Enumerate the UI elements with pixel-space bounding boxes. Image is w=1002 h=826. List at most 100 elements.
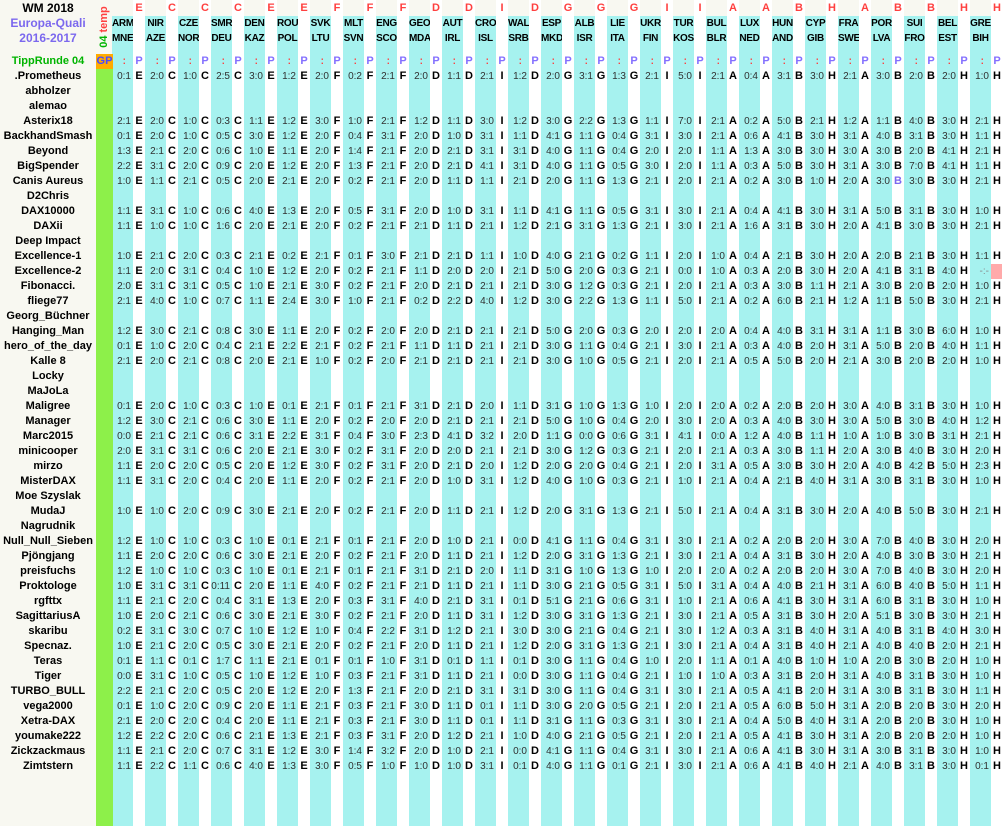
tip-group-letter-cell: B [925,624,937,639]
tip-score-cell: 0:8 [211,324,232,339]
tip-group-letter-cell [595,46,607,54]
tip-score-cell: 0:6 [211,549,232,564]
tip-group-letter-cell: E [265,324,277,339]
tip-score-cell: 4:1 [541,534,562,549]
tip-score-cell [145,189,166,204]
tip-group-letter-cell [133,309,145,324]
tip-score-cell: 3:1 [937,429,958,444]
tip-score-cell: 0:5 [739,729,760,744]
tip-group-letter-cell [727,99,739,114]
tip-group-letter-cell: F [397,429,409,444]
tip-score-cell [409,0,430,16]
tip-group-letter-cell [298,84,310,99]
filler [0,774,96,826]
tip-group-letter-cell: A [859,69,871,84]
tip-group-letter-cell [265,234,277,249]
tip-score-cell: 3:1 [376,594,397,609]
tip-group-letter-cell: E [265,174,277,189]
tip-score-cell: 2:0 [574,324,595,339]
tip-score-cell: 3:1 [838,729,859,744]
tip-score-cell [376,384,397,399]
tip-group-letter-cell: B [793,204,805,219]
tip-score-cell: 2:0 [475,564,496,579]
tip-group-letter-cell [892,489,904,504]
tip-score-cell: 4:0 [871,459,892,474]
tip-score-cell [607,369,628,384]
tip-score-cell: 2:1 [640,354,661,369]
tip-score-cell: 2:1 [706,639,727,654]
tip-score-cell: 1:3 [607,549,628,564]
tip-score-cell: 2:2 [442,294,463,309]
tip-group-letter-cell: I [661,459,673,474]
tip-score-cell [145,234,166,249]
tip-group-letter-cell [298,384,310,399]
tip-group-letter-cell [694,519,706,534]
player-name: DAX10000 [21,205,75,217]
tip-score-cell: 3:0 [178,624,199,639]
tip-score-cell: 2:0 [904,714,925,729]
tip-group-letter-cell: C [199,144,211,159]
tip-score-cell: 7:0 [904,159,925,174]
tip-group-letter-cell: A [859,444,871,459]
tip-group-letter-cell: C [166,474,178,489]
group-letter: E [133,0,145,16]
tip-score-cell: 4:0 [541,249,562,264]
tip-group-letter-cell [232,84,244,99]
tip-group-letter-cell: H [991,249,1002,264]
tip-score-cell: 3:0 [145,324,166,339]
tip-group-letter-cell: H [826,144,838,159]
tip-score-cell: 3:0 [937,474,958,489]
tip-score-cell: 4:0 [871,504,892,519]
tip-score-cell [805,189,826,204]
tip-score-cell: 4:0 [904,444,925,459]
home-team-code: POR [871,16,892,31]
tip-score-cell: 1:2 [508,459,529,474]
tip-score-cell: 4:1 [541,204,562,219]
tip-score-cell: 2:0 [673,279,694,294]
tip-group-letter-cell: F [397,339,409,354]
tip-group-letter-cell: H [826,564,838,579]
tip-group-letter-cell [760,84,772,99]
tip-group-letter-cell: A [760,744,772,759]
player-row: Proktologe 1:0 E 3:1 C 3:1 C 0:11 C 2:0 E 1:1 E 4:0 F 0… [0,579,1002,594]
player-name: Excellence-1 [14,250,82,262]
tip-group-letter-cell: G [628,609,640,624]
tip-score-cell [871,489,892,504]
tip-group-letter-cell: G [628,639,640,654]
tip-group-letter-cell: I [496,159,508,174]
tip-group-letter-cell: B [892,114,904,129]
tip-group-letter-cell [529,189,541,204]
player-row: youmake222 1:2 E 2:2 C 2:0 C 0:6 C 2:1 E 1:3 E 2:1 F 0:… [0,729,1002,744]
tip-group-letter-cell: F [364,729,376,744]
tip-group-letter-cell: I [661,249,673,264]
tip-group-letter-cell: E [265,129,277,144]
tip-group-letter-cell: A [727,684,739,699]
tip-group-letter-cell [991,16,1002,31]
tip-score-cell: 2:1 [970,144,991,159]
tip-score-cell: 1:1 [574,714,595,729]
tip-score-cell: 3:1 [640,594,661,609]
tip-group-letter-cell: I [496,264,508,279]
tip-score-cell: 3:0 [937,249,958,264]
tip-score-cell: 2:1 [640,504,661,519]
tip-group-letter-cell: I [496,534,508,549]
tip-score-cell: 1:0 [112,174,133,189]
player-row: Kalle 8 2:1 E 2:0 C 2:1 C 0:8 C 2:0 E 2:1 E 1:0 F 0:2 F 2… [0,354,1002,369]
tip-score-cell: 1:0 [970,69,991,84]
tip-score-cell: 3:1 [376,129,397,144]
tip-score-cell: 1:1 [574,759,595,774]
tip-group-letter-cell [199,489,211,504]
tip-score-cell: 1:3 [607,219,628,234]
tip-score-cell: 1:1 [112,204,133,219]
tip-group-letter-cell: B [892,414,904,429]
tip-group-letter-cell: A [727,714,739,729]
tip-group-letter-cell: F [331,324,343,339]
tip-score-cell: 3:1 [145,624,166,639]
tip-score-cell: 3:0 [541,609,562,624]
tip-group-letter-cell: F [397,459,409,474]
tip-score-cell: 3:0 [541,354,562,369]
tip-group-letter-cell: F [364,414,376,429]
tip-group-letter-cell [661,489,673,504]
tip-score-cell: 2:1 [244,339,265,354]
tip-score-cell: 0:4 [607,684,628,699]
